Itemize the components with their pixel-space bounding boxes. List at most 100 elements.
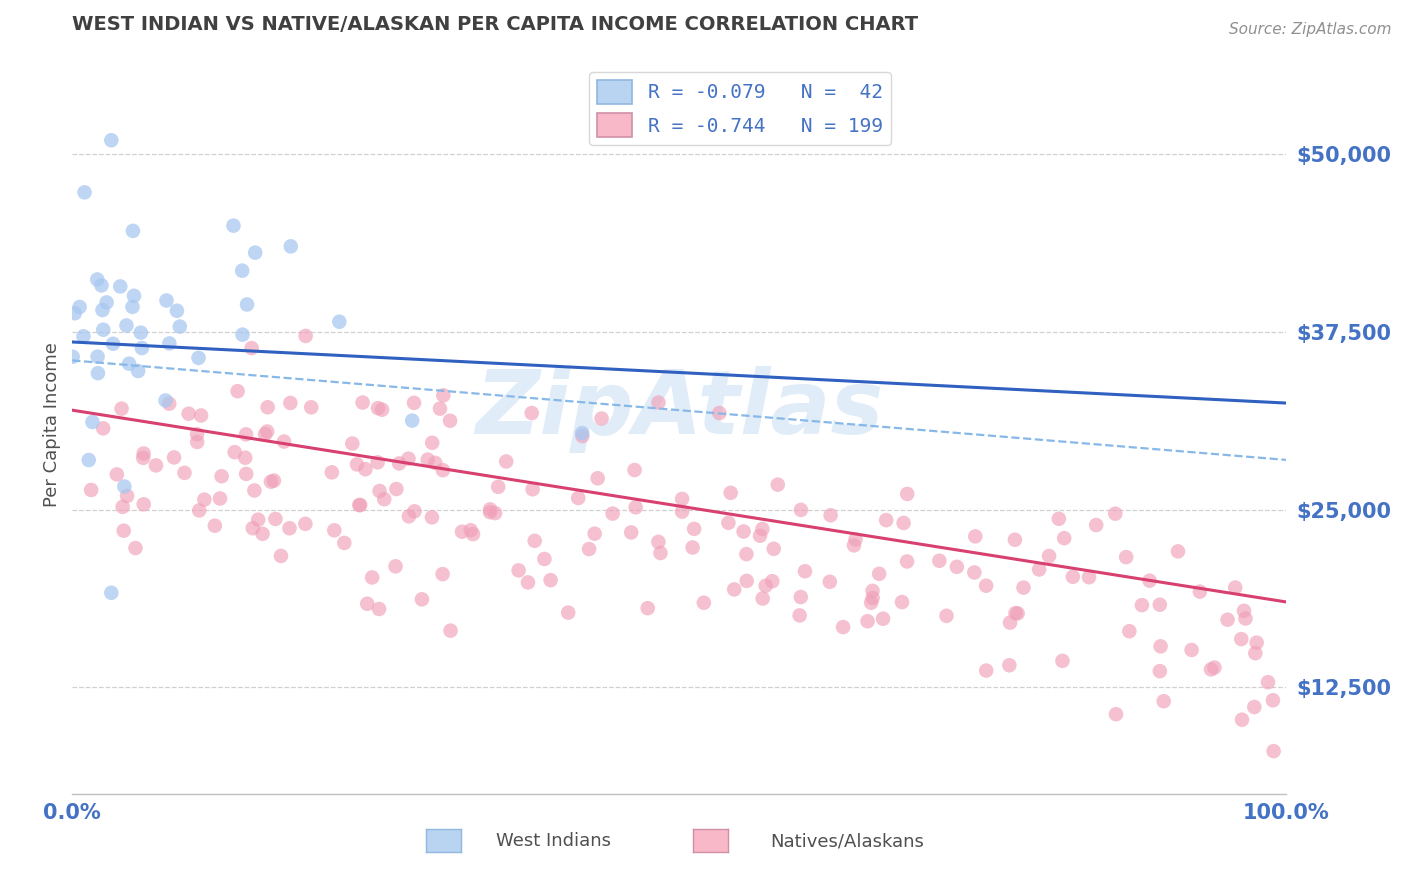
Point: [733, 524, 755, 539]
Point: [671, 491, 693, 506]
Point: [946, 559, 969, 574]
Point: [523, 533, 546, 548]
Point: [495, 454, 517, 468]
Point: [789, 608, 811, 623]
Point: [96, 295, 118, 310]
Point: [155, 393, 177, 408]
Point: [69, 300, 91, 314]
Point: [115, 318, 138, 333]
Point: [1230, 632, 1253, 646]
Point: [354, 462, 377, 476]
Point: [82, 415, 104, 429]
Point: [166, 303, 188, 318]
Point: [578, 542, 600, 557]
Point: [1047, 512, 1070, 526]
Point: [254, 427, 277, 442]
Point: [1038, 549, 1060, 563]
Point: [100, 586, 122, 600]
Point: [420, 435, 443, 450]
Point: [965, 529, 987, 543]
Point: [420, 510, 443, 524]
Point: [479, 505, 502, 519]
Point: [235, 427, 257, 442]
Point: [735, 574, 758, 588]
Point: [80, 483, 103, 497]
Point: [242, 521, 264, 535]
Point: [522, 483, 544, 497]
Point: [349, 498, 371, 512]
Point: [591, 411, 613, 425]
Point: [129, 326, 152, 340]
Point: [432, 463, 454, 477]
Point: [868, 566, 890, 581]
Point: [762, 541, 785, 556]
Point: [1257, 675, 1279, 690]
Point: [439, 414, 461, 428]
Point: [346, 458, 368, 472]
Point: [571, 426, 593, 441]
Point: [460, 523, 482, 537]
Text: ZipAtlas: ZipAtlas: [475, 366, 883, 453]
Point: [1244, 646, 1267, 660]
Point: [1261, 693, 1284, 707]
Point: [1004, 606, 1026, 620]
Point: [118, 357, 141, 371]
Point: [461, 527, 484, 541]
Point: [124, 541, 146, 555]
Point: [567, 491, 589, 505]
Point: [247, 513, 270, 527]
Point: [294, 516, 316, 531]
Point: [1149, 664, 1171, 678]
Point: [1104, 507, 1126, 521]
Point: [1004, 533, 1026, 547]
Point: [121, 300, 143, 314]
Point: [163, 450, 186, 465]
Point: [112, 479, 135, 493]
Point: [187, 351, 209, 365]
Point: [1053, 531, 1076, 545]
Point: [623, 463, 645, 477]
Point: [520, 406, 543, 420]
Point: [91, 323, 114, 337]
Point: [637, 601, 659, 615]
Point: [1246, 635, 1268, 649]
Point: [749, 529, 772, 543]
Point: [820, 508, 842, 523]
Point: [367, 401, 389, 416]
Point: [517, 575, 540, 590]
Point: [896, 554, 918, 568]
Point: [479, 502, 502, 516]
Point: [425, 456, 447, 470]
Point: [371, 402, 394, 417]
Point: [91, 303, 114, 318]
Point: [620, 525, 643, 540]
Point: [323, 524, 346, 538]
Point: [62, 350, 84, 364]
Text: Source: ZipAtlas.com: Source: ZipAtlas.com: [1229, 22, 1392, 37]
Point: [557, 606, 579, 620]
Point: [368, 602, 391, 616]
Text: West Indians: West Indians: [496, 832, 612, 850]
Point: [486, 480, 509, 494]
Point: [1199, 662, 1222, 676]
Point: [333, 536, 356, 550]
Point: [860, 596, 883, 610]
Point: [273, 434, 295, 449]
Point: [111, 500, 134, 514]
Point: [1078, 570, 1101, 584]
Point: [682, 541, 704, 555]
Point: [204, 518, 226, 533]
Text: Natives/Alaskans: Natives/Alaskans: [770, 832, 925, 850]
Point: [86, 272, 108, 286]
Point: [190, 409, 212, 423]
Point: [145, 458, 167, 473]
Point: [356, 597, 378, 611]
Point: [1181, 643, 1204, 657]
Point: [755, 579, 778, 593]
Point: [790, 590, 813, 604]
Point: [280, 396, 302, 410]
Point: [723, 582, 745, 597]
Point: [735, 547, 758, 561]
Point: [416, 452, 439, 467]
Point: [429, 401, 451, 416]
